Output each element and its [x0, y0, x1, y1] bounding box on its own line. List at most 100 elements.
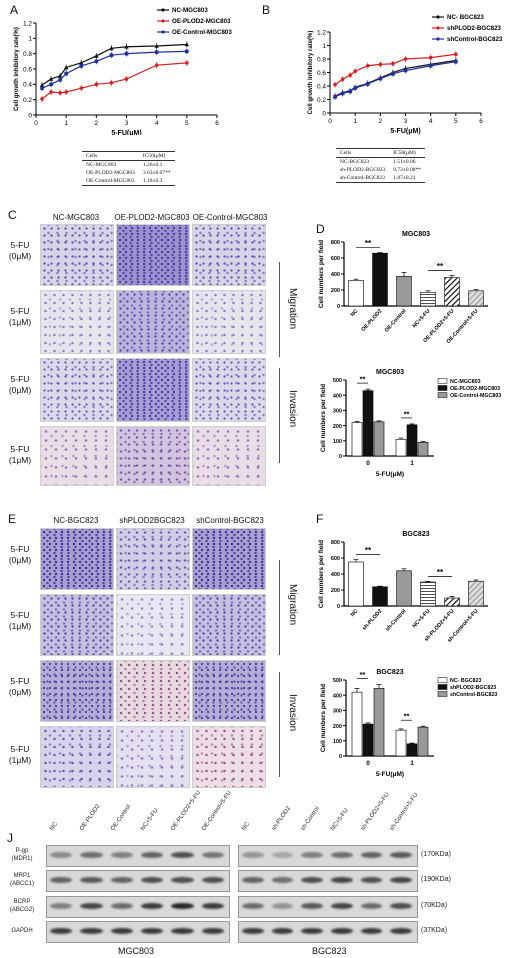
- blot-band: [50, 903, 73, 909]
- blot-band: [201, 877, 224, 883]
- bracket-line: [279, 560, 280, 655]
- data-point: [79, 86, 84, 90]
- lane-label: OE-PLOD2: [79, 803, 102, 832]
- micrograph-image: [116, 290, 190, 354]
- data-point: [333, 95, 337, 99]
- x-tick-label: 5: [185, 120, 189, 127]
- blot-band: [171, 852, 194, 858]
- chart-title: BGC823: [402, 531, 429, 538]
- table-cell: NC-BGC823: [340, 159, 370, 165]
- row-header-line: 5-FU: [10, 544, 30, 554]
- bar: [373, 421, 385, 457]
- table-cell: 1.87±0.21: [389, 174, 426, 183]
- ic50-table-a: Cells IC50(μM) NC-MGC803 1.26±0.1 OE-PLO…: [82, 151, 175, 186]
- x-axis-label: 5-FU(μM): [376, 471, 404, 478]
- data-point: [378, 76, 383, 81]
- data-point: [403, 57, 408, 61]
- micrograph-image: [116, 660, 190, 722]
- data-point: [64, 71, 68, 76]
- x-tick-label: 2: [95, 120, 99, 127]
- x-tick-label: OE-Control: [384, 308, 408, 334]
- micrograph-image: [116, 426, 190, 486]
- blot-band: [50, 877, 73, 883]
- data-point: [40, 86, 44, 90]
- column-header: OE-Control-MGC803: [192, 213, 268, 222]
- side-label-invasion: Invasion: [287, 390, 298, 428]
- y-tick-label: 0.4: [317, 83, 326, 90]
- panel-label-a: A: [10, 3, 19, 17]
- blot-band: [141, 928, 164, 934]
- blot-band: [331, 903, 353, 909]
- y-tick-label: 1: [28, 36, 32, 43]
- y-tick-label: 0: [322, 110, 326, 117]
- micrograph-image: [192, 594, 266, 656]
- x-tick-label: 3: [404, 118, 408, 125]
- blot-band: [171, 928, 194, 934]
- cell-line-label-right: BGC823: [312, 946, 347, 956]
- table-cell: sh-Control-BGC823: [336, 174, 390, 183]
- data-point: [454, 52, 458, 57]
- blot-band: [110, 928, 133, 934]
- table-cell: 0.72±0.08**: [393, 167, 422, 173]
- x-tick-label: 4: [429, 118, 433, 125]
- micrograph-image: [40, 594, 114, 656]
- row-header-line: 5-FU: [10, 610, 30, 620]
- data-point: [365, 82, 370, 86]
- data-point: [124, 77, 129, 81]
- bar: [395, 729, 407, 757]
- bar: [362, 390, 374, 457]
- protein-name: MRP1: [13, 873, 31, 879]
- data-point: [94, 59, 99, 64]
- row-header-line: (1μM): [8, 455, 32, 465]
- row-header: 5-FU (1μM): [0, 444, 40, 466]
- legend-label: NC-MGC803: [172, 7, 208, 14]
- lane-label: NC+5-FU: [330, 807, 350, 832]
- blot-strip: [238, 870, 418, 892]
- data-point: [79, 64, 84, 68]
- blot-strip: [46, 896, 230, 918]
- legend-marker: [436, 37, 440, 41]
- row-header: 5-FU (1μM): [0, 610, 40, 632]
- x-tick-label: 0: [366, 760, 370, 767]
- bar-chart-f1: 0 200 400 600 800 Cell numbers per field BGC82…: [318, 531, 488, 644]
- data-point: [58, 90, 62, 95]
- bar: [444, 277, 460, 307]
- line-chart-b: 0 1 2 3 4 5 6 0 0.2 0.4 0.6 0.8 1 1.2 5-FU(μM) Cell gro…: [308, 14, 503, 135]
- y-tick-label: 100: [333, 439, 342, 445]
- y-tick-label: 600: [331, 556, 340, 562]
- bar: [348, 561, 364, 607]
- panel-label-c: C: [8, 208, 17, 222]
- series-line: [41, 62, 187, 100]
- table-cell: 1.18±0.3: [138, 177, 175, 186]
- micrograph-image: [192, 528, 266, 590]
- significance-mark: **: [437, 568, 444, 577]
- legend-label: OE-PLOD2-MGC803: [450, 386, 500, 392]
- table-header-cell: IC50(μM): [389, 148, 426, 158]
- micrograph-image: [40, 290, 114, 354]
- protein-name: GAPDH: [11, 928, 33, 934]
- data-point: [428, 63, 433, 68]
- data-point: [391, 61, 395, 66]
- x-tick-label: 0: [328, 118, 332, 125]
- data-point: [185, 61, 189, 65]
- bar-chart-f2: 0 100 200 300 400 500 Cell numbers per field BG…: [320, 669, 497, 778]
- legend-swatch: [437, 385, 448, 391]
- lane-label: sh-PLOD2: [270, 805, 292, 832]
- y-tick-label: 0.8: [317, 56, 326, 63]
- x-tick-label: 3: [125, 120, 129, 127]
- table-cell: OE-Control-MGC803: [82, 177, 139, 186]
- data-point: [184, 42, 190, 47]
- x-tick-label: 4: [155, 120, 159, 127]
- row-header-line: 5-FU: [10, 306, 30, 316]
- data-point: [124, 51, 129, 56]
- series-line: [41, 50, 187, 89]
- x-tick-label: 6: [479, 118, 483, 125]
- series-line: [334, 53, 456, 86]
- x-axis-label: 5-FU(μM): [376, 771, 404, 778]
- row-header: 5-FU (0μM): [0, 240, 40, 262]
- side-label-invasion: Invasion: [287, 694, 298, 732]
- cell-line-label-left: MGC803: [118, 946, 155, 956]
- bar: [420, 292, 436, 307]
- bar: [351, 422, 363, 457]
- bracket-line: [279, 262, 280, 357]
